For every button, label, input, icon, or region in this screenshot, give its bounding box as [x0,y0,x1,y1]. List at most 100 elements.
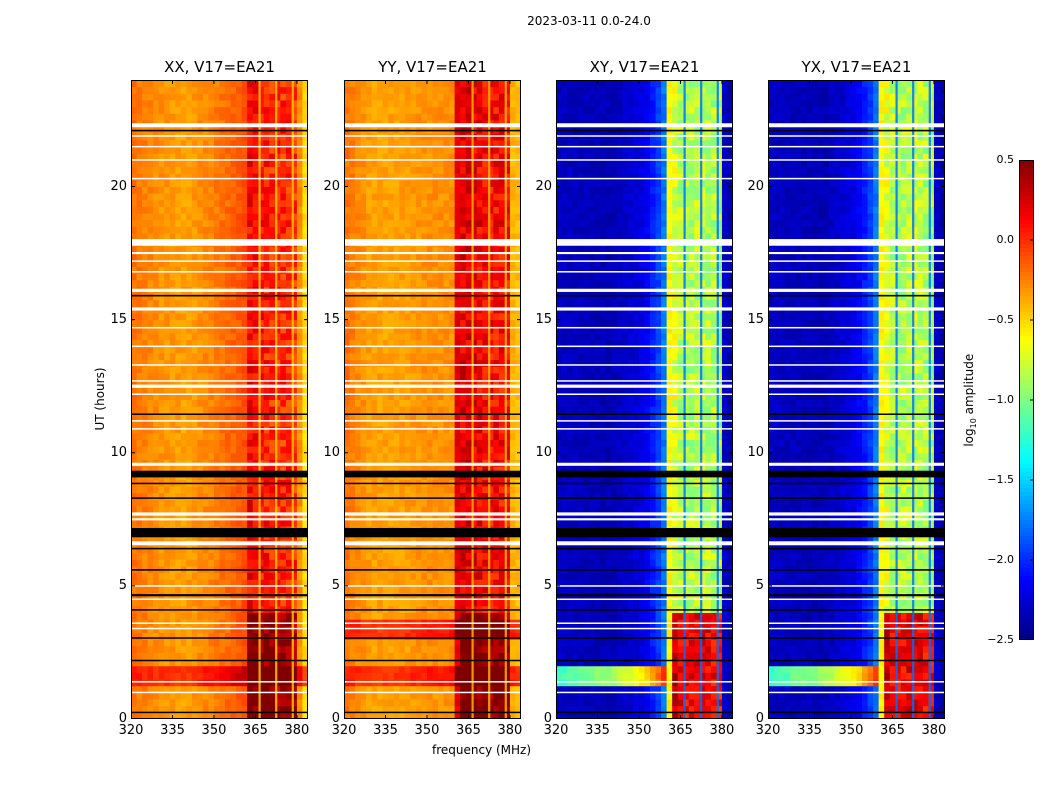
heatmap-cell [371,259,378,267]
heatmap-cell [449,545,456,554]
heatmap-cell [432,279,439,287]
heatmap-cell [355,399,362,407]
heatmap-cell [410,139,417,148]
heatmap-cell [443,585,450,594]
heatmap-cell [197,279,204,287]
heatmap-cell [302,352,308,361]
heatmap-cell [399,579,406,587]
heatmap-cell [382,579,389,587]
heatmap-cell [296,612,303,620]
heatmap-cell [432,326,439,334]
heatmap-cell [197,506,204,514]
heatmap-cell [349,253,356,261]
heatmap-cell [393,512,400,520]
heatmap-cell [142,519,149,527]
heatmap-cell [230,86,237,94]
heatmap-cell [219,639,226,647]
heatmap-cell [393,506,400,514]
heatmap-cell [410,486,417,494]
heatmap-cell [213,585,220,594]
heatmap-cell [191,665,198,673]
heatmap-cell [191,392,198,400]
heatmap-cell [388,326,395,334]
heatmap-cell [263,246,270,254]
heatmap-cell [269,312,276,321]
heatmap-cell [438,159,445,168]
heatmap-cell [219,399,226,407]
heatmap-cell [360,446,367,454]
heatmap-cell [252,99,259,108]
heatmap-cell [225,446,232,454]
heatmap-cell [410,173,417,181]
heatmap-cell [388,446,395,454]
heatmap-cell [230,632,237,640]
heatmap-cell [147,559,154,567]
heatmap-cell [410,312,417,321]
heatmap-cell [438,206,445,214]
heatmap-cell [404,426,411,434]
heatmap-cell [164,639,171,647]
heatmap-cell [432,572,439,580]
heatmap-cell [219,319,226,327]
heatmap-cell [302,199,308,207]
heatmap-cell [296,173,303,181]
heatmap-cell [382,506,389,514]
heatmap-cell [263,80,270,88]
heatmap-cell [280,392,287,400]
heatmap-cell [236,572,243,580]
heatmap-cell [252,705,259,713]
heatmap-cell [230,253,237,261]
heatmap-cell [142,426,149,434]
heatmap-cell [371,499,378,507]
heatmap-cell [158,93,165,101]
heatmap-cell [247,652,254,660]
heatmap-cell [136,705,143,713]
heatmap-cell [360,139,367,148]
heatmap-cell [247,672,254,680]
heatmap-cell [388,133,395,141]
heatmap-cell [208,179,215,187]
heatmap-cell [360,80,367,88]
heatmap-cell [415,279,422,287]
heatmap-cell [230,233,237,241]
heatmap-cell [415,273,422,281]
channel-gap [258,80,261,719]
heatmap-cell [258,499,265,507]
heatmap-cell [263,386,270,394]
heatmap-cell [263,392,270,400]
heatmap-cell [186,346,193,354]
heatmap-cell [274,266,281,274]
heatmap-cell [438,199,445,207]
heatmap-cell [355,466,362,474]
heatmap-cell [415,659,422,667]
heatmap-cell [388,692,395,700]
heatmap-cell [393,326,400,334]
heatmap-cell [399,639,406,647]
heatmap-cell [432,612,439,620]
heatmap-cell [180,379,187,387]
heatmap-cell [142,699,149,707]
heatmap-cell [197,253,204,261]
heatmap-cell [191,412,198,420]
heatmap-cell [388,153,395,161]
heatmap-cell [136,159,143,168]
heatmap-cell [355,279,362,287]
heatmap-cell [247,545,254,554]
heatmap-cell [377,233,384,241]
heatmap-cell [280,186,287,194]
heatmap-cell [236,226,243,234]
heatmap-cell [164,625,171,633]
heatmap-cell [191,106,198,114]
heatmap-cell [296,86,303,94]
heatmap-cell [230,166,237,174]
heatmap-cell [225,492,232,500]
heatmap-cell [153,639,160,647]
heatmap-cell [208,253,215,261]
heatmap-cell [388,159,395,168]
heatmap-cell [404,652,411,660]
heatmap-cell [225,599,232,607]
heatmap-cell [410,512,417,520]
heatmap-cell [191,179,198,187]
heatmap-cell [360,379,367,387]
heatmap-cell [247,439,254,447]
